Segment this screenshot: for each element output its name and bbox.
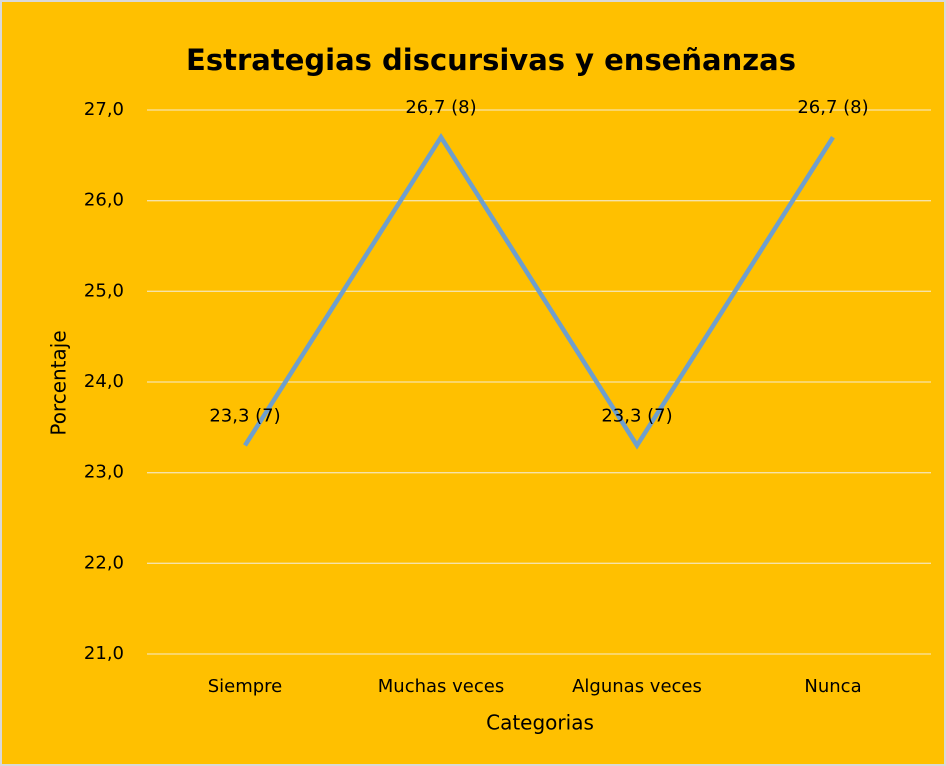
chart-title: Estrategias discursivas y enseñanzas [186, 43, 796, 77]
data-label: 23,3 (7) [209, 405, 280, 426]
y-tick-label: 23,0 [84, 462, 124, 483]
y-tick-label: 22,0 [84, 552, 124, 573]
x-tick-label: Muchas veces [378, 676, 504, 697]
data-label: 23,3 (7) [601, 405, 672, 426]
y-tick-label: 21,0 [84, 643, 124, 664]
x-tick-label: Algunas veces [572, 676, 702, 697]
y-axis-label: Porcentaje [47, 330, 71, 435]
data-label: 26,7 (8) [405, 97, 476, 118]
y-tick-label: 27,0 [84, 99, 124, 120]
y-tick-label: 25,0 [84, 280, 124, 301]
data-label: 26,7 (8) [797, 97, 868, 118]
x-axis-label: Categorias [486, 711, 594, 735]
x-tick-label: Siempre [208, 676, 283, 697]
y-tick-label: 26,0 [84, 190, 124, 211]
y-tick-label: 24,0 [84, 371, 124, 392]
x-tick-label: Nunca [804, 676, 861, 697]
data-line [243, 133, 835, 450]
